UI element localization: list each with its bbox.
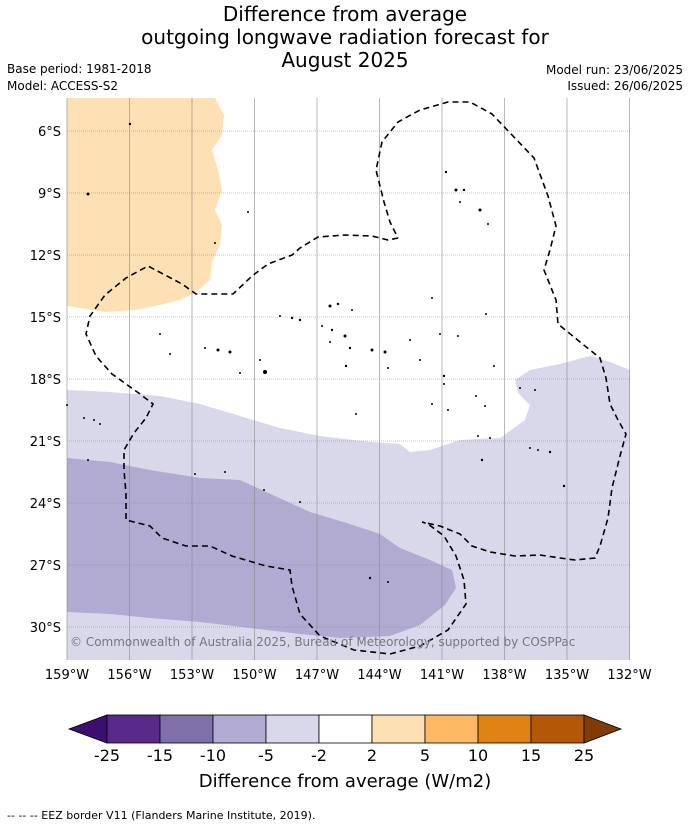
colorbar-tick: -5: [258, 746, 274, 765]
anomaly-region-plus2-to-plus5: [67, 98, 224, 312]
latitude-tick-label: 27°S: [30, 559, 61, 574]
latitude-tick-label: 12°S: [30, 249, 61, 264]
colorbar-tick: -2: [311, 746, 327, 765]
colorbar-bin--10-to--5: [212, 714, 267, 744]
chart-title-line-1: Difference from average: [222, 2, 468, 26]
latitude-tick-label: 24°S: [30, 497, 61, 512]
anomaly-region-minus10-to-minus5: [67, 458, 456, 638]
latitude-tick-label: 6°S: [38, 125, 61, 140]
colorbar-bin--15-to--10: [159, 714, 214, 744]
colorbar-extend-low: [67, 714, 108, 744]
colorbar-bin-5-to-10: [424, 714, 479, 744]
colorbar-tick: 2: [366, 746, 378, 765]
longitude-tick-label: 153°W: [170, 668, 214, 683]
longitude-axis: 159°W 156°W 153°W 150°W 147°W 144°W 141°W 138°W…: [45, 668, 652, 683]
model-run-label: Model run: 23/06/2025: [545, 63, 683, 77]
longitude-tick-label: 156°W: [107, 668, 151, 683]
base-period-label: Base period: 1981-2018: [7, 62, 152, 76]
colorbar-bin--2-to-2: [318, 714, 373, 744]
longitude-tick-label: 159°W: [45, 668, 89, 683]
colorbar-tick: 15: [520, 746, 542, 765]
latitude-tick-label: 9°S: [38, 187, 61, 202]
colorbar-title: Difference from average (W/m2): [198, 771, 492, 792]
longitude-tick-label: 147°W: [295, 668, 339, 683]
chart-title-line-2: outgoing longwave radiation forecast for: [141, 25, 549, 49]
colorbar-bin-10-to-15: [477, 714, 532, 744]
colorbar-tick: -10: [199, 746, 227, 765]
eez-legend-note: -- -- -- EEZ border V11 (Flanders Marine…: [7, 809, 316, 822]
latitude-tick-label: 15°S: [30, 311, 61, 326]
colorbar-tick: -25: [93, 746, 121, 765]
issued-label: Issued: 26/06/2025: [567, 79, 683, 93]
chart-title-line-3: August 2025: [281, 48, 409, 72]
longitude-tick-label: 150°W: [232, 668, 276, 683]
latitude-tick-label: 30°S: [30, 621, 61, 636]
colorbar-tick: 5: [419, 746, 431, 765]
colorbar-bin-15-to-25: [530, 714, 585, 744]
colorbar-tick: 25: [573, 746, 595, 765]
colorbar-bin-2-to-5: [371, 714, 426, 744]
islands: [66, 122, 566, 583]
colorbar-tick: 10: [467, 746, 489, 765]
longitude-tick-label: 144°W: [357, 668, 401, 683]
longitude-tick-label: 141°W: [420, 668, 464, 683]
colorbar-bin--25-to--15: [106, 714, 161, 744]
longitude-tick-label: 135°W: [545, 668, 589, 683]
latitude-tick-label: 21°S: [30, 435, 61, 450]
longitude-tick-label: 138°W: [482, 668, 526, 683]
colorbar: [67, 714, 623, 744]
latitude-axis: 6°S 9°S 12°S 15°S 18°S 21°S 24°S 27°S 30°S: [30, 125, 61, 636]
longitude-tick-label: 132°W: [607, 668, 651, 683]
graticule: [66, 98, 630, 660]
model-label: Model: ACCESS-S2: [7, 79, 119, 93]
colorbar-bin--5-to--2: [265, 714, 320, 744]
copyright-notice: © Commonwealth of Australia 2025, Bureau…: [70, 635, 575, 649]
latitude-tick-label: 18°S: [30, 373, 61, 388]
colorbar-tick: -15: [146, 746, 174, 765]
colorbar-extend-high: [583, 714, 623, 744]
